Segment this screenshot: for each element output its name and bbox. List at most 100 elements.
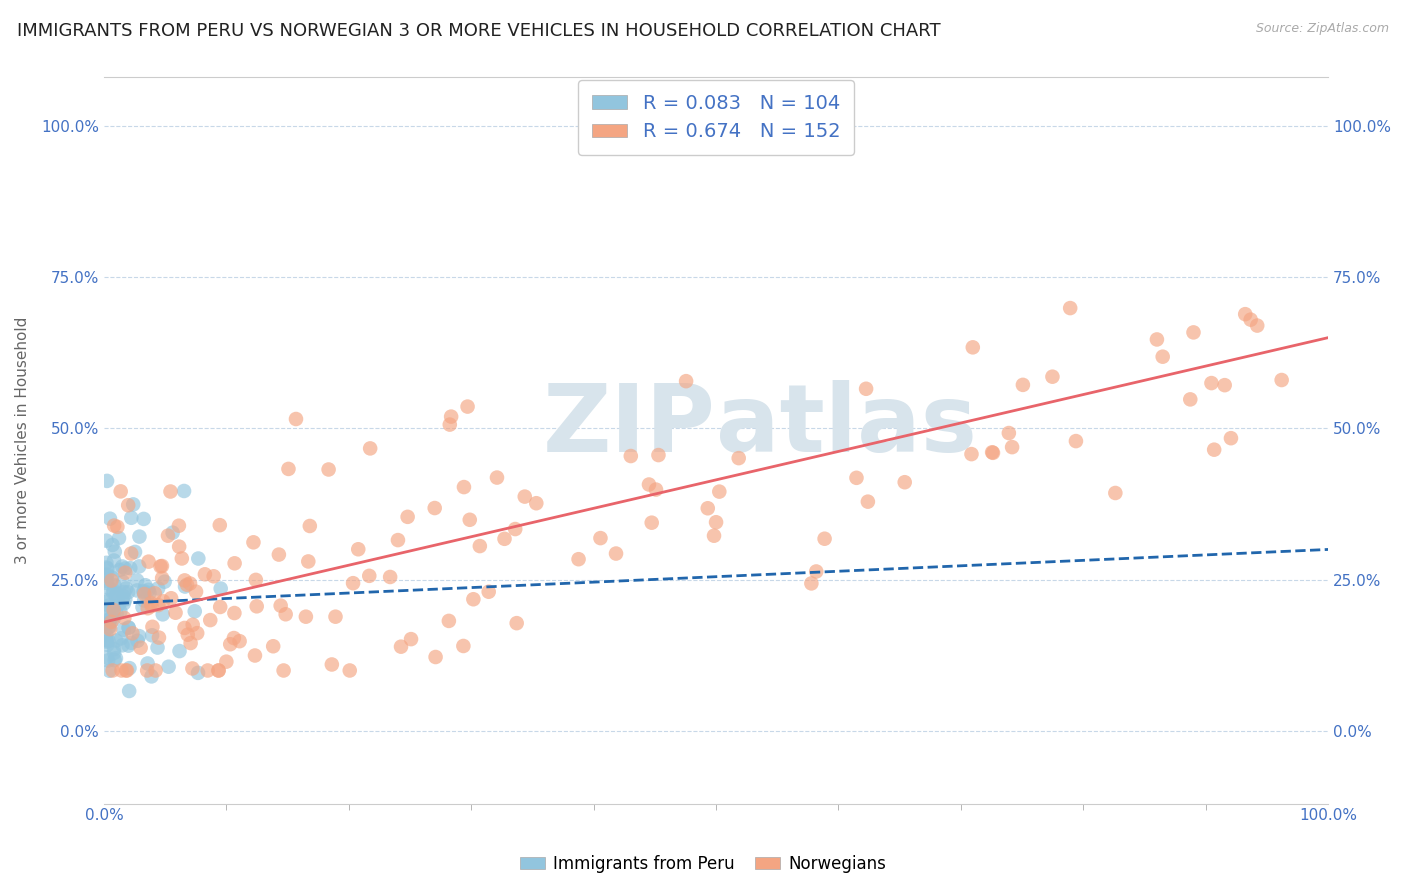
Point <box>1001 440 1024 454</box>
Point <box>1271 373 1294 387</box>
Point <box>215 655 238 669</box>
Point <box>638 477 661 491</box>
Point <box>1213 378 1236 392</box>
Point <box>194 567 217 582</box>
Point <box>187 551 209 566</box>
Point <box>893 475 915 490</box>
Point <box>96 609 118 624</box>
Point <box>118 661 141 675</box>
Point <box>120 636 142 650</box>
Point <box>1219 431 1241 445</box>
Point <box>589 531 612 545</box>
Point <box>696 501 718 516</box>
Point <box>160 591 183 606</box>
Point <box>325 609 347 624</box>
Point <box>108 597 131 611</box>
Point <box>134 593 156 607</box>
Point <box>103 599 125 613</box>
Point <box>112 623 135 637</box>
Point <box>112 589 135 603</box>
Text: ZIP: ZIP <box>543 380 716 472</box>
Point <box>96 594 118 608</box>
Point <box>1180 392 1202 407</box>
Point <box>167 518 190 533</box>
Point <box>181 617 204 632</box>
Point <box>141 628 163 642</box>
Point <box>117 639 139 653</box>
Point <box>503 522 526 536</box>
Point <box>150 571 173 585</box>
Point <box>1201 376 1223 390</box>
Point <box>246 599 269 614</box>
Point <box>209 599 232 614</box>
Point <box>108 563 131 577</box>
Point <box>105 587 128 601</box>
Point <box>453 480 475 494</box>
Point <box>243 648 266 663</box>
Point <box>96 650 118 665</box>
Point <box>110 664 132 678</box>
Point <box>342 576 364 591</box>
Point <box>387 533 409 547</box>
Point <box>494 532 516 546</box>
Point <box>136 657 159 671</box>
Point <box>242 535 264 549</box>
Point <box>103 578 125 592</box>
Point <box>131 600 153 615</box>
Point <box>209 582 232 596</box>
Point <box>149 559 172 574</box>
Point <box>96 600 118 615</box>
Point <box>117 498 139 512</box>
Point <box>111 559 134 574</box>
Point <box>145 664 167 678</box>
Point <box>709 484 731 499</box>
Point <box>1012 377 1035 392</box>
Point <box>463 592 485 607</box>
Point <box>127 633 149 648</box>
Point <box>138 586 160 600</box>
Point <box>321 657 343 672</box>
Point <box>1204 442 1226 457</box>
Point <box>359 569 381 583</box>
Point <box>105 633 128 648</box>
Point <box>98 511 121 525</box>
Point <box>138 555 160 569</box>
Point <box>184 584 207 599</box>
Point <box>224 557 246 571</box>
Point <box>96 574 118 588</box>
Text: Source: ZipAtlas.com: Source: ZipAtlas.com <box>1256 22 1389 36</box>
Point <box>176 578 198 592</box>
Point <box>134 587 156 601</box>
Point <box>162 525 184 540</box>
Point <box>125 583 148 598</box>
Point <box>141 669 163 683</box>
Point <box>98 615 121 629</box>
Point <box>184 604 207 618</box>
Point <box>105 520 128 534</box>
Point <box>152 607 174 622</box>
Point <box>103 553 125 567</box>
Point <box>104 544 127 558</box>
Point <box>114 566 136 580</box>
Point <box>208 664 231 678</box>
Point <box>103 642 125 657</box>
Point <box>110 632 132 646</box>
Point <box>120 547 142 561</box>
Point <box>165 606 187 620</box>
Point <box>180 636 202 650</box>
Point <box>115 664 138 678</box>
Point <box>981 445 1004 459</box>
Point <box>138 582 160 597</box>
Point <box>127 574 149 588</box>
Point <box>339 664 361 678</box>
Point <box>114 592 136 607</box>
Point <box>152 594 174 608</box>
Point <box>104 589 127 603</box>
Point <box>97 634 120 648</box>
Point <box>1240 312 1263 326</box>
Point <box>153 574 176 589</box>
Point <box>297 554 319 568</box>
Point <box>108 531 131 545</box>
Point <box>98 599 121 613</box>
Point <box>267 548 290 562</box>
